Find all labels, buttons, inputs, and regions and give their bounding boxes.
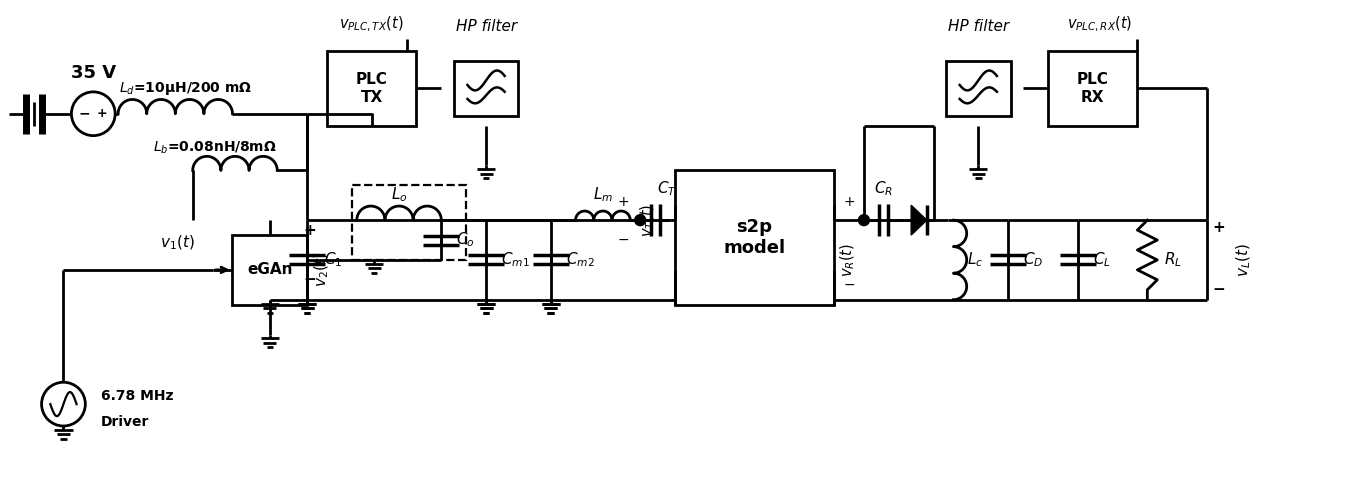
Text: $C_{m2}$: $C_{m2}$: [566, 250, 594, 269]
Text: $C_T$: $C_T$: [657, 180, 676, 198]
Text: $v_{PLC,TX}(t)$: $v_{PLC,TX}(t)$: [339, 15, 404, 34]
Bar: [454, 61, 518, 116]
Text: $v_{PLC,RX}(t)$: $v_{PLC,RX}(t)$: [1066, 15, 1133, 34]
Text: $C_o$: $C_o$: [456, 231, 475, 249]
Bar: [352, 185, 466, 260]
Text: −: −: [1212, 282, 1226, 297]
Text: $L_d$=10μH/200 mΩ: $L_d$=10μH/200 mΩ: [119, 80, 252, 97]
Text: HP filter: HP filter: [455, 19, 517, 34]
Circle shape: [634, 215, 645, 226]
Text: eGAn: eGAn: [247, 262, 293, 277]
Text: s2p
model: s2p model: [724, 218, 786, 257]
Text: $v_2(t)$: $v_2(t)$: [313, 252, 331, 287]
Text: $C_R$: $C_R$: [875, 180, 894, 198]
Text: HP filter: HP filter: [948, 19, 1008, 34]
Text: $C_L$: $C_L$: [1092, 250, 1111, 269]
Polygon shape: [911, 205, 927, 235]
Text: +: +: [97, 107, 108, 120]
Text: $v_R(t)$: $v_R(t)$: [840, 243, 857, 277]
Bar: [327, 51, 416, 126]
Text: PLC
RX: PLC RX: [1077, 72, 1108, 104]
Bar: [232, 235, 306, 305]
Text: +: +: [617, 195, 629, 209]
Text: −: −: [844, 278, 855, 292]
Text: +: +: [1212, 220, 1226, 235]
Text: $v_1(t)$: $v_1(t)$: [161, 234, 196, 252]
Text: $C_{m1}$: $C_{m1}$: [501, 250, 529, 269]
Text: 6.78 MHz: 6.78 MHz: [101, 389, 174, 403]
Bar: [1048, 51, 1138, 126]
Text: $v_T(t)$: $v_T(t)$: [639, 203, 657, 237]
Text: $R_L$: $R_L$: [1164, 250, 1183, 269]
Text: $v_L(t)$: $v_L(t)$: [1235, 243, 1253, 277]
Text: $C_1$: $C_1$: [324, 250, 343, 269]
Text: 35 V: 35 V: [70, 64, 116, 82]
Text: −: −: [78, 107, 90, 121]
Bar: [675, 170, 834, 305]
Text: $L_c$: $L_c$: [968, 250, 984, 269]
Text: −: −: [617, 233, 629, 247]
Text: $L_b$=0.08nH/8mΩ: $L_b$=0.08nH/8mΩ: [153, 139, 277, 155]
Text: +: +: [304, 223, 316, 238]
Circle shape: [859, 215, 869, 226]
Text: $L_o$: $L_o$: [390, 186, 408, 204]
Text: PLC
TX: PLC TX: [356, 72, 387, 104]
Text: Driver: Driver: [101, 415, 150, 429]
Text: $L_m$: $L_m$: [593, 186, 613, 204]
Text: $C_D$: $C_D$: [1023, 250, 1044, 269]
Bar: [946, 61, 1011, 116]
Text: −: −: [304, 272, 316, 287]
Text: +: +: [844, 195, 855, 209]
